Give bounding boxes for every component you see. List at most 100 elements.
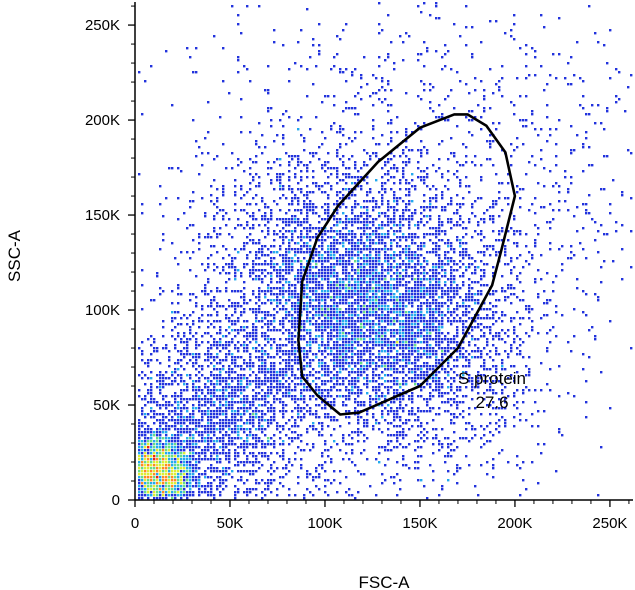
event-dot xyxy=(294,353,297,356)
event-dot xyxy=(390,350,393,353)
event-dot xyxy=(258,344,261,347)
event-dot xyxy=(375,365,378,368)
event-dot xyxy=(495,413,498,416)
event-dot xyxy=(240,392,243,395)
event-dot xyxy=(366,236,369,239)
event-dot xyxy=(306,344,309,347)
event-dot xyxy=(180,497,183,500)
event-dot xyxy=(504,386,507,389)
event-dot xyxy=(138,470,141,473)
event-dot xyxy=(453,320,456,323)
event-dot xyxy=(177,434,180,437)
event-dot xyxy=(204,476,207,479)
event-dot xyxy=(306,320,309,323)
event-dot xyxy=(384,251,387,254)
event-dot xyxy=(345,290,348,293)
event-dot xyxy=(414,350,417,353)
event-dot xyxy=(447,296,450,299)
event-dot xyxy=(348,287,351,290)
event-dot xyxy=(438,254,441,257)
event-dot xyxy=(291,374,294,377)
event-dot xyxy=(237,407,240,410)
event-dot xyxy=(306,377,309,380)
event-dot xyxy=(390,278,393,281)
event-dot xyxy=(267,437,270,440)
event-dot xyxy=(276,269,279,272)
event-dot xyxy=(183,416,186,419)
event-dot xyxy=(162,473,165,476)
event-dot xyxy=(246,422,249,425)
event-dot xyxy=(429,251,432,254)
event-dot xyxy=(294,284,297,287)
event-dot xyxy=(339,158,342,161)
event-dot xyxy=(258,275,261,278)
event-dot xyxy=(228,422,231,425)
event-dot xyxy=(351,287,354,290)
event-dot xyxy=(408,293,411,296)
event-dot xyxy=(189,332,192,335)
event-dot xyxy=(300,347,303,350)
event-dot xyxy=(267,206,270,209)
event-dot xyxy=(321,308,324,311)
event-dot xyxy=(255,392,258,395)
event-dot xyxy=(273,398,276,401)
event-dot xyxy=(339,344,342,347)
event-dot xyxy=(219,338,222,341)
event-dot xyxy=(486,344,489,347)
event-dot xyxy=(366,269,369,272)
event-dot xyxy=(420,212,423,215)
event-dot xyxy=(270,407,273,410)
event-dot xyxy=(294,230,297,233)
event-dot xyxy=(444,251,447,254)
event-dot xyxy=(387,260,390,263)
event-dot xyxy=(318,293,321,296)
event-dot xyxy=(387,329,390,332)
event-dot xyxy=(315,314,318,317)
event-dot xyxy=(375,302,378,305)
event-dot xyxy=(534,281,537,284)
event-dot xyxy=(177,383,180,386)
event-dot xyxy=(171,476,174,479)
event-dot xyxy=(201,431,204,434)
event-dot xyxy=(321,422,324,425)
event-dot xyxy=(417,293,420,296)
event-dot xyxy=(525,374,528,377)
event-dot xyxy=(321,335,324,338)
event-dot xyxy=(336,332,339,335)
event-dot xyxy=(156,482,159,485)
event-dot xyxy=(309,305,312,308)
event-dot xyxy=(447,452,450,455)
event-dot xyxy=(279,350,282,353)
event-dot xyxy=(441,359,444,362)
event-dot xyxy=(333,236,336,239)
event-dot xyxy=(324,365,327,368)
event-dot xyxy=(285,410,288,413)
event-dot xyxy=(342,356,345,359)
event-dot xyxy=(228,326,231,329)
event-dot xyxy=(141,353,144,356)
event-dot xyxy=(168,437,171,440)
event-dot xyxy=(372,377,375,380)
event-dot xyxy=(402,350,405,353)
event-dot xyxy=(252,464,255,467)
event-dot xyxy=(477,350,480,353)
event-dot xyxy=(369,356,372,359)
event-dot xyxy=(312,206,315,209)
event-dot xyxy=(147,464,150,467)
event-dot xyxy=(219,491,222,494)
event-dot xyxy=(255,416,258,419)
event-dot xyxy=(198,479,201,482)
event-dot xyxy=(195,395,198,398)
event-dot xyxy=(441,176,444,179)
event-dot xyxy=(393,278,396,281)
event-dot xyxy=(489,386,492,389)
event-dot xyxy=(285,317,288,320)
event-dot xyxy=(369,326,372,329)
event-dot xyxy=(432,272,435,275)
event-dot xyxy=(189,452,192,455)
event-dot xyxy=(492,464,495,467)
event-dot xyxy=(147,365,150,368)
event-dot xyxy=(303,326,306,329)
event-dot xyxy=(273,200,276,203)
event-dot xyxy=(432,266,435,269)
